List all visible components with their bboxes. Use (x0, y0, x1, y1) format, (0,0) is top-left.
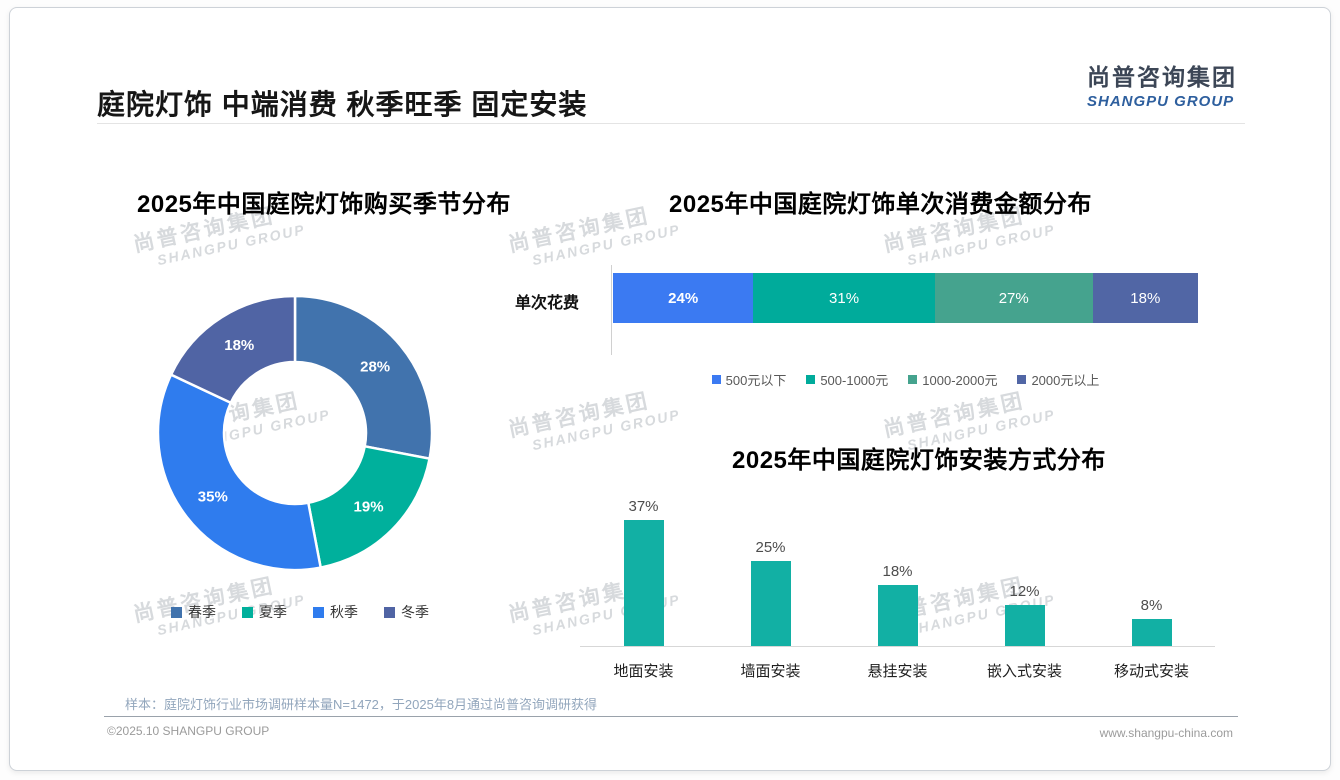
bar-value-label: 37% (628, 498, 659, 516)
legend-swatch (384, 606, 395, 618)
legend-swatch (1017, 375, 1027, 384)
legend-item-冬季: 冬季 (384, 602, 429, 622)
legend-swatch (313, 606, 324, 618)
company-logo: 尚普咨询集团 SHANGPU GROUP (1087, 58, 1237, 110)
bar-column-嵌入式安装: 12% (961, 488, 1088, 646)
bar-rect (750, 561, 791, 646)
bars-baseline (580, 646, 1215, 647)
donut-slice-冬季 (169, 294, 297, 405)
stacked-category-label: 单次花费 (515, 295, 580, 312)
page-title: 庭院灯饰 中端消费 秋季旺季 固定安装 (97, 89, 588, 120)
stack-segment-500-1000元: 31% (753, 273, 935, 323)
slide: 尚普咨询集团 SHANGPU GROUP 尚普咨询集团 SHANGPU GROUP 尚普… (9, 7, 1331, 771)
bar-value-label: 8% (1140, 596, 1163, 614)
legend-swatch (908, 375, 918, 384)
bar-column-地面安装: 37% (580, 488, 707, 646)
copyright-text: ©2025.10 SHANGPU GROUP (107, 724, 270, 738)
footer-divider (104, 716, 1238, 717)
legend-swatch (806, 375, 816, 384)
spend-stacked-bar: 24% 31% 27% 18% (613, 273, 1198, 323)
legend-item-秋季: 秋季 (313, 602, 358, 622)
bar-rect (1004, 605, 1045, 646)
legend-label: 春季 (188, 604, 216, 620)
donut-slice-春季 (293, 294, 434, 461)
legend-item-500元以下: 500元以下 (711, 370, 787, 389)
bar-column-移动式安装: 8% (1088, 488, 1215, 646)
legend-swatch (711, 375, 721, 384)
title-divider (97, 123, 1245, 124)
legend-swatch (242, 606, 253, 618)
bar-rect (877, 584, 918, 646)
legend-swatch (171, 606, 182, 618)
sample-note: 样本：庭院灯饰行业市场调研样本量N=1472，于2025年8月通过尚普咨询调研获… (125, 697, 598, 712)
bar-value-label: 25% (755, 539, 786, 556)
stack-segment-1000-2000元: 27% (934, 273, 1093, 323)
legend-label: 冬季 (401, 604, 429, 620)
legend-label: 夏季 (259, 604, 287, 620)
legend-item-1000-2000元: 1000-2000元 (908, 370, 997, 389)
logo-english-name: SHANGPU GROUP (1087, 93, 1235, 110)
stacked-axis-line (611, 265, 612, 355)
donut-chart-title: 2025年中国庭院灯饰购买季节分布 (137, 191, 511, 218)
donut-legend: 春季 夏季 秋季 冬季 (130, 602, 470, 622)
legend-item-500-1000元: 500-1000元 (806, 370, 888, 389)
bar-category-label: 移动式安装 (1113, 663, 1189, 680)
logo-chinese-name: 尚普咨询集团 (1087, 64, 1237, 90)
bar-column-悬挂安装: 18% (834, 488, 961, 646)
stacked-chart-title: 2025年中国庭院灯饰单次消费金额分布 (669, 191, 1092, 218)
bars-category-labels: 地面安装 墙面安装 悬挂安装 嵌入式安装 移动式安装 (580, 660, 1215, 681)
bar-category-label: 悬挂安装 (867, 663, 928, 680)
bar-category-label: 嵌入式安装 (986, 663, 1062, 680)
bar-value-label: 18% (882, 562, 913, 580)
legend-item-春季: 春季 (171, 602, 216, 622)
bar-value-label: 12% (1009, 583, 1040, 601)
legend-label: 500元以下 (725, 373, 787, 388)
bar-column-墙面安装: 25% (707, 488, 834, 646)
bar-rect (623, 520, 664, 646)
stacked-legend: 500元以下 500-1000元 1000-2000元 2000元以上 (613, 370, 1198, 389)
donut-slice-value: 19% (354, 499, 384, 516)
install-bar-chart: 37% 25% 18% 12% 8% (580, 488, 1215, 646)
donut-slice-秋季 (156, 373, 323, 572)
bar-rect (1131, 618, 1172, 646)
donut-slice-value: 28% (360, 359, 390, 376)
donut-slice-value: 35% (198, 489, 228, 506)
donut-slice-value: 18% (224, 337, 254, 354)
stack-segment-500元以下: 24% (613, 273, 754, 323)
website-text: www.shangpu-china.com (1099, 726, 1233, 740)
legend-item-夏季: 夏季 (242, 602, 287, 622)
legend-label: 500-1000元 (820, 373, 889, 388)
season-donut-chart: 28% 19% 35% 18% (156, 294, 434, 572)
legend-label: 秋季 (330, 604, 358, 620)
bars-chart-title: 2025年中国庭院灯饰安装方式分布 (732, 447, 1106, 474)
bar-category-label: 地面安装 (613, 663, 674, 680)
bar-category-label: 墙面安装 (740, 663, 801, 680)
legend-label: 2000元以上 (1031, 373, 1100, 388)
legend-label: 1000-2000元 (922, 373, 998, 388)
legend-item-2000元以上: 2000元以上 (1017, 370, 1099, 389)
stack-segment-2000元以上: 18% (1092, 273, 1198, 323)
